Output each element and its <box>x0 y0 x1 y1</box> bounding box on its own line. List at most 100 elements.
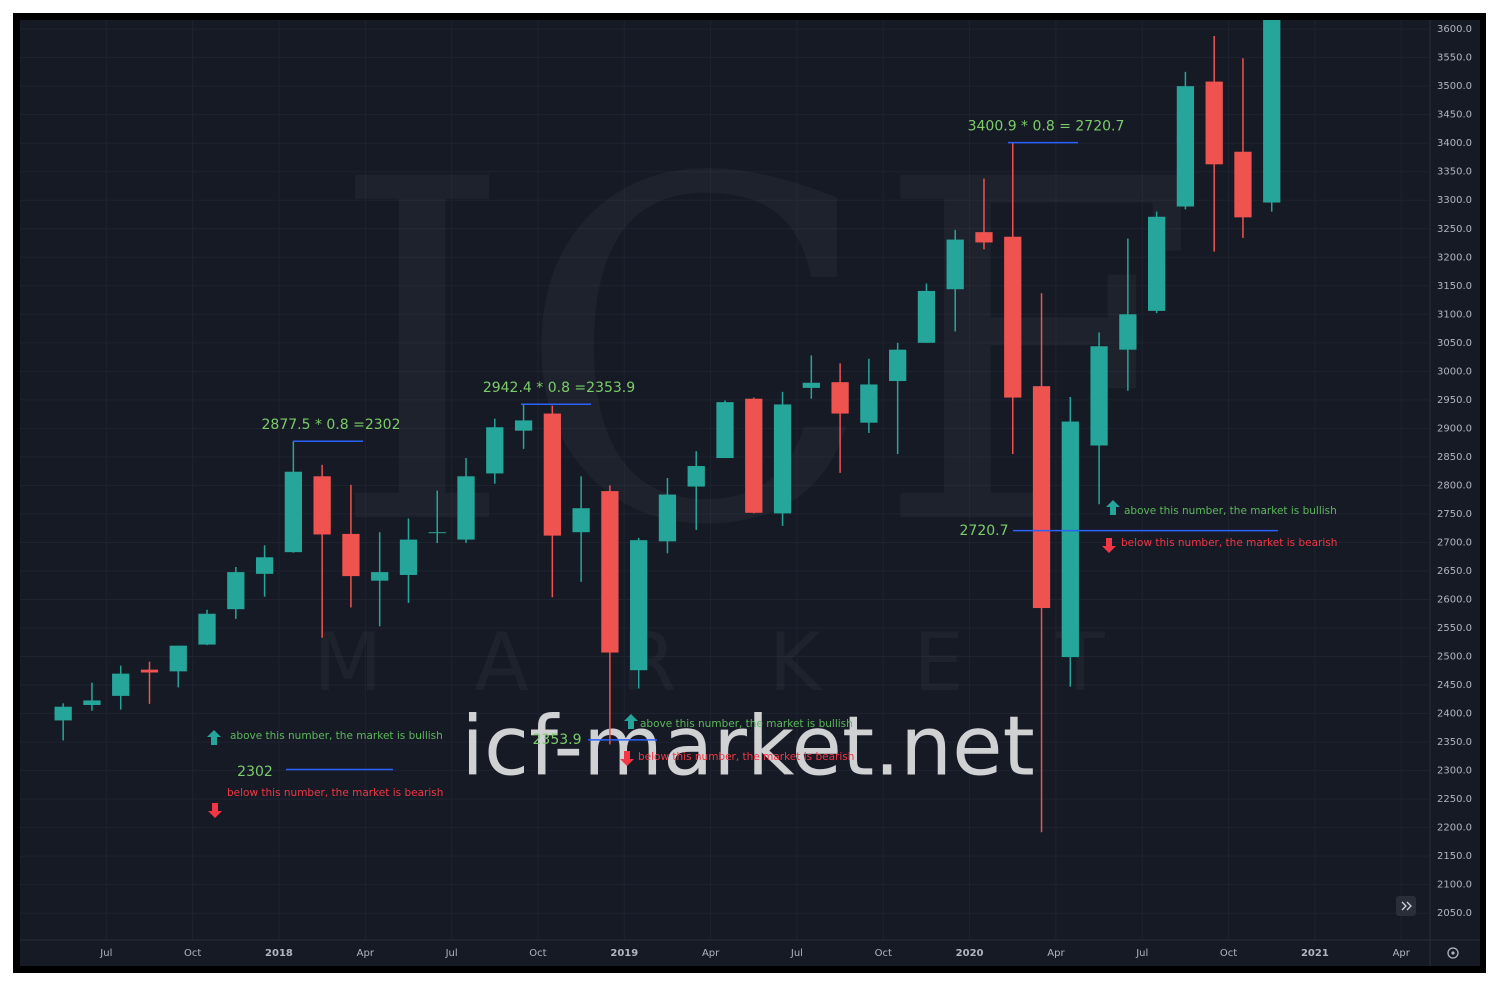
candle-body <box>227 572 245 610</box>
candle-body <box>112 673 130 696</box>
x-tick-label: 2020 <box>956 948 984 959</box>
candle-body <box>1090 346 1108 446</box>
candle-body <box>486 427 504 474</box>
candle-body <box>860 384 878 423</box>
candle-body <box>802 382 820 388</box>
settings-icon[interactable] <box>1447 947 1459 959</box>
level-label: 2720.7 <box>960 523 1009 539</box>
candle-body <box>1032 386 1051 609</box>
x-tick-label: 2018 <box>265 948 293 959</box>
watermark: ICF MARKET icf-market.net <box>461 699 1034 794</box>
candle-body <box>457 476 475 540</box>
candle-body <box>1176 86 1195 207</box>
y-tick-label: 2600.0 <box>1437 594 1472 605</box>
peak-label: 3400.9 * 0.8 = 2720.7 <box>968 119 1125 135</box>
candle-body <box>428 532 446 534</box>
x-tick-label: Oct <box>875 948 892 959</box>
x-tick-label: Apr <box>1393 948 1411 959</box>
y-tick-label: 3350.0 <box>1437 167 1472 178</box>
x-tick-label: Apr <box>702 948 720 959</box>
candle-body <box>630 540 648 671</box>
candle-body <box>831 382 849 414</box>
annotations: 2877.5 * 0.8 =2302 2942.4 * 0.8 =2353.9 34… <box>207 119 1337 818</box>
bullish-note: above this number, the market is bullish <box>640 718 853 730</box>
candle-body <box>1061 421 1079 658</box>
arrow-down <box>208 803 222 818</box>
grid <box>20 20 1430 940</box>
axes: 2050.0 2100.0 2150.0 2200.0 2250.0 2300.0 2350… <box>99 24 1472 959</box>
y-tick-label: 2200.0 <box>1437 823 1472 834</box>
y-tick-label: 3450.0 <box>1437 110 1472 121</box>
y-tick-label: 2450.0 <box>1437 680 1472 691</box>
candle-body <box>1119 314 1137 350</box>
level-label: 2353.9 <box>533 732 582 748</box>
candle-body <box>83 700 101 706</box>
y-tick-label: 2400.0 <box>1437 709 1472 720</box>
bearish-note: below this number, the market is bearish <box>1121 537 1337 549</box>
scroll-button[interactable] <box>1396 896 1416 916</box>
candle-body <box>1148 216 1166 311</box>
y-tick-label: 3200.0 <box>1437 252 1472 263</box>
y-tick-label: 2750.0 <box>1437 509 1472 520</box>
arrow-up <box>1106 500 1120 515</box>
candle-body <box>514 420 533 431</box>
x-tick-label: Jul <box>1135 948 1148 959</box>
scroll-button-icon <box>1401 901 1412 911</box>
candle-body <box>716 402 734 459</box>
candle-body <box>54 706 72 721</box>
y-tick-label: 2900.0 <box>1437 423 1472 434</box>
y-tick-label: 2850.0 <box>1437 452 1472 463</box>
candle-body <box>255 557 274 574</box>
y-tick-label: 3400.0 <box>1437 138 1472 149</box>
y-tick-label: 2800.0 <box>1437 480 1472 491</box>
settings-icon-center <box>1451 951 1455 955</box>
y-tick-label: 2250.0 <box>1437 794 1472 805</box>
y-tick-label: 2300.0 <box>1437 766 1472 777</box>
candle-body <box>198 613 216 645</box>
candles <box>54 20 1281 833</box>
candle-body <box>658 494 677 542</box>
y-tick-label: 2100.0 <box>1437 880 1472 891</box>
y-tick-label: 2050.0 <box>1437 908 1472 919</box>
y-tick-label: 2550.0 <box>1437 623 1472 634</box>
y-tick-label: 3500.0 <box>1437 81 1472 92</box>
y-tick-label: 3000.0 <box>1437 366 1472 377</box>
candle-body <box>1205 81 1223 165</box>
candle-body <box>371 572 389 581</box>
watermark-site: icf-market.net <box>461 699 1034 794</box>
candle-body <box>946 239 964 290</box>
level-label: 2302 <box>237 764 273 780</box>
settings-button[interactable] <box>1447 947 1459 959</box>
bearish-note: below this number, the market is bearish <box>227 787 443 799</box>
y-tick-label: 3600.0 <box>1437 24 1472 35</box>
candle-body <box>140 669 159 673</box>
y-tick-label: 2350.0 <box>1437 737 1472 748</box>
candle-body <box>687 466 705 487</box>
x-tick-label: Apr <box>1047 948 1065 959</box>
y-tick-label: 2650.0 <box>1437 566 1472 577</box>
x-tick-label: Oct <box>184 948 201 959</box>
bearish-note: below this number, the market is bearish <box>638 751 854 763</box>
x-tick-label: Jul <box>445 948 458 959</box>
arrow-up <box>624 714 638 729</box>
bullish-note: above this number, the market is bullish <box>1124 505 1337 517</box>
candle-body <box>889 349 907 382</box>
y-tick-label: 2150.0 <box>1437 851 1472 862</box>
peak-label: 2877.5 * 0.8 =2302 <box>262 417 401 433</box>
candle-body <box>773 404 792 514</box>
peak-label: 2942.4 * 0.8 =2353.9 <box>483 380 635 396</box>
candle-body <box>917 290 936 343</box>
candle-body <box>342 533 360 577</box>
x-tick-label: Jul <box>99 948 112 959</box>
y-tick-label: 3150.0 <box>1437 281 1472 292</box>
x-tick-label: 2021 <box>1301 948 1329 959</box>
y-tick-label: 2950.0 <box>1437 395 1472 406</box>
candle-body <box>169 645 187 672</box>
y-tick-label: 3100.0 <box>1437 309 1472 320</box>
arrow-up <box>207 730 221 745</box>
y-tick-label: 2500.0 <box>1437 652 1472 663</box>
candle-body <box>975 232 993 243</box>
candle-body <box>1234 151 1252 218</box>
x-tick-label: Oct <box>529 948 546 959</box>
